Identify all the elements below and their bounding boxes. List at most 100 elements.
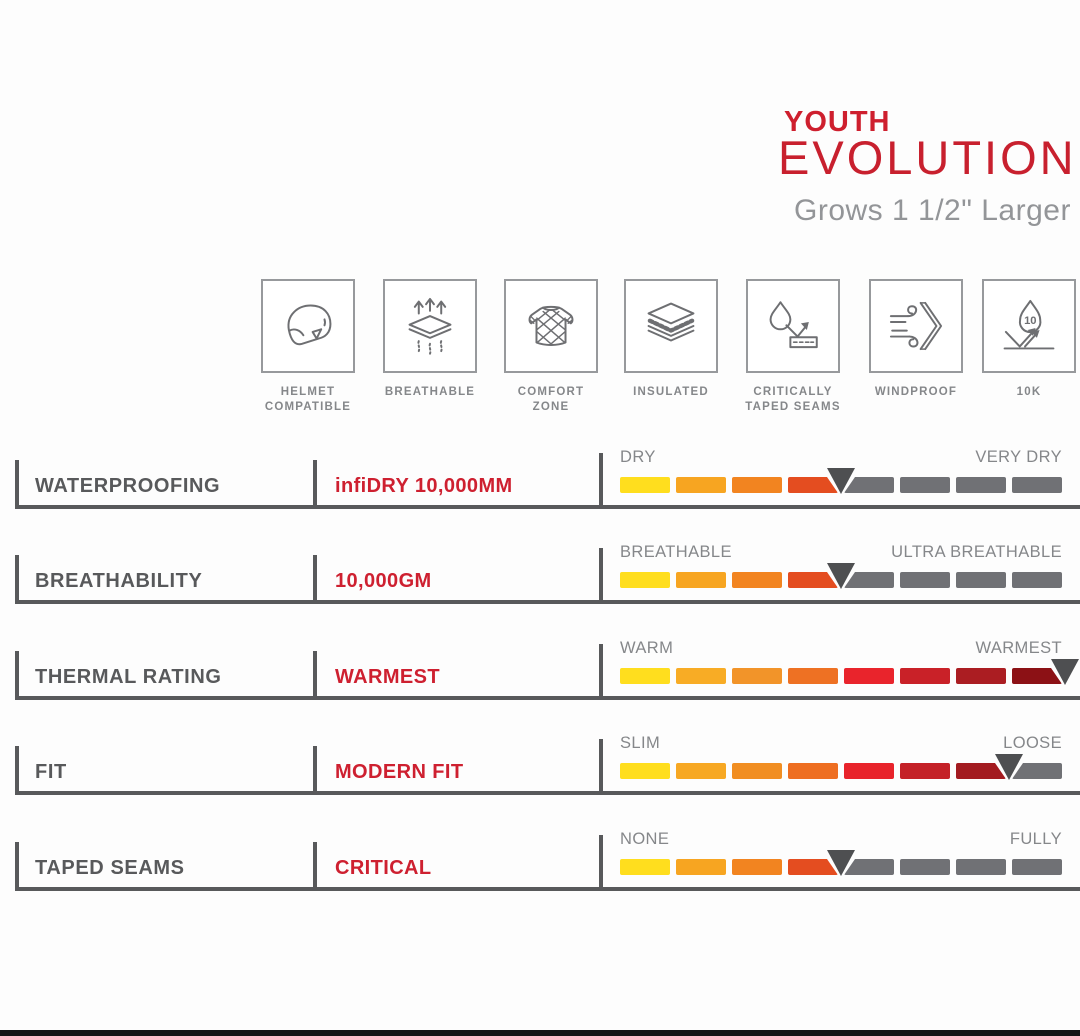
bar-divider-tick xyxy=(599,548,603,604)
rating-segment xyxy=(620,668,670,684)
feature-label: WINDPROOF xyxy=(874,386,958,398)
feature-label: BREATHABLE xyxy=(384,386,476,398)
rating-segment xyxy=(676,859,726,875)
feature-box-helmet-compatible xyxy=(261,279,355,373)
rating-bar xyxy=(620,572,1062,588)
feature-label: CRITICALLY TAPED SEAMS xyxy=(745,386,841,413)
spec-row: WARM WARMEST THERMAL RATING WARMEST xyxy=(0,637,1080,707)
spec-value: MODERN FIT xyxy=(335,761,464,783)
svg-text:10: 10 xyxy=(1024,315,1036,327)
feature-box-comfort-zone xyxy=(504,279,598,373)
rating-segment xyxy=(620,477,670,493)
feature-label: HELMET COMPATIBLE xyxy=(264,386,352,413)
rating-segment xyxy=(676,572,726,588)
row-underline xyxy=(15,505,1080,509)
scale-label-left: DRY xyxy=(620,448,656,466)
spec-value: WARMEST xyxy=(335,666,441,688)
brand-tagline: Grows 1 1/2" Larger xyxy=(794,194,1071,227)
rating-segment xyxy=(844,572,894,588)
row-bracket-tick xyxy=(15,555,19,604)
rating-segment xyxy=(732,763,782,779)
rating-segment xyxy=(1012,477,1062,493)
helmet-compatible-icon xyxy=(287,304,332,346)
rating-segment xyxy=(900,859,950,875)
rating-segment xyxy=(844,763,894,779)
rating-marker xyxy=(827,468,855,494)
scale-label-left: WARM xyxy=(620,639,674,657)
rating-bar xyxy=(620,668,1062,684)
brand-youth: YOUTH xyxy=(784,106,891,138)
spec-label: FIT xyxy=(35,761,67,783)
rating-segment xyxy=(620,572,670,588)
spec-value: infiDRY 10,000MM xyxy=(335,475,513,497)
breathable-icon xyxy=(408,297,452,355)
rating-segment xyxy=(788,859,838,875)
row-divider-tick xyxy=(313,651,317,700)
feature-label: INSULATED xyxy=(633,386,709,398)
rating-segment xyxy=(732,859,782,875)
rating-bar xyxy=(620,477,1062,493)
spec-label: TAPED SEAMS xyxy=(35,857,185,879)
row-bracket-tick xyxy=(15,842,19,891)
rating-segment xyxy=(900,477,950,493)
feature-box-insulated xyxy=(624,279,718,373)
rating-segment xyxy=(676,668,726,684)
rating-segment xyxy=(900,668,950,684)
rating-segment xyxy=(1012,572,1062,588)
feature-box-windproof xyxy=(869,279,963,373)
rating-segment xyxy=(788,477,838,493)
row-divider-tick xyxy=(313,555,317,604)
spec-label: THERMAL RATING xyxy=(35,666,222,688)
row-divider-tick xyxy=(313,460,317,509)
row-underline xyxy=(15,600,1080,604)
scale-label-right: ULTRA BREATHABLE xyxy=(891,543,1062,561)
rating-bar xyxy=(620,859,1062,875)
feature-box-10k: 10 xyxy=(982,279,1076,373)
row-underline xyxy=(15,696,1080,700)
rating-segment xyxy=(956,859,1006,875)
spec-label: WATERPROOFING xyxy=(35,475,221,497)
row-divider-tick xyxy=(313,842,317,891)
spec-value: CRITICAL xyxy=(335,857,432,879)
bar-divider-tick xyxy=(599,835,603,891)
rating-segment xyxy=(788,763,838,779)
rating-bar xyxy=(620,763,1062,779)
10k-icon: 10 xyxy=(1003,299,1055,350)
rating-marker xyxy=(995,754,1023,780)
rating-segment xyxy=(956,668,1006,684)
scale-label-left: NONE xyxy=(620,830,670,848)
rating-segment xyxy=(732,668,782,684)
spec-value: 10,000GM xyxy=(335,570,432,592)
rating-marker xyxy=(827,563,855,589)
rating-segment xyxy=(732,572,782,588)
comfort-zone-icon xyxy=(528,305,574,346)
rating-segment xyxy=(1012,859,1062,875)
feature-box-critically-taped-seams xyxy=(746,279,840,373)
scale-label-left: BREATHABLE xyxy=(620,543,732,561)
scale-label-right: LOOSE xyxy=(1003,734,1062,752)
row-bracket-tick xyxy=(15,746,19,795)
bar-divider-tick xyxy=(599,644,603,700)
bar-divider-tick xyxy=(599,453,603,509)
insulated-icon xyxy=(647,302,695,342)
row-bracket-tick xyxy=(15,651,19,700)
rating-segment xyxy=(620,763,670,779)
windproof-icon xyxy=(889,301,943,351)
spec-row: NONE FULLY TAPED SEAMS CRITICAL xyxy=(0,828,1080,898)
rating-segment xyxy=(900,572,950,588)
rating-marker xyxy=(827,850,855,876)
rating-segment xyxy=(844,859,894,875)
scale-label-left: SLIM xyxy=(620,734,661,752)
spec-row: SLIM LOOSE FIT MODERN FIT xyxy=(0,732,1080,802)
scale-label-right: VERY DRY xyxy=(975,448,1062,466)
row-underline xyxy=(15,887,1080,891)
spec-label: BREATHABILITY xyxy=(35,570,203,592)
letterbox-bottom-bar xyxy=(0,1030,1080,1036)
rating-segment xyxy=(788,572,838,588)
rating-segment xyxy=(844,477,894,493)
rating-segment xyxy=(956,477,1006,493)
rating-segment xyxy=(900,763,950,779)
spec-row: DRY VERY DRY WATERPROOFING infiDRY 10,00… xyxy=(0,446,1080,516)
rating-segment xyxy=(732,477,782,493)
